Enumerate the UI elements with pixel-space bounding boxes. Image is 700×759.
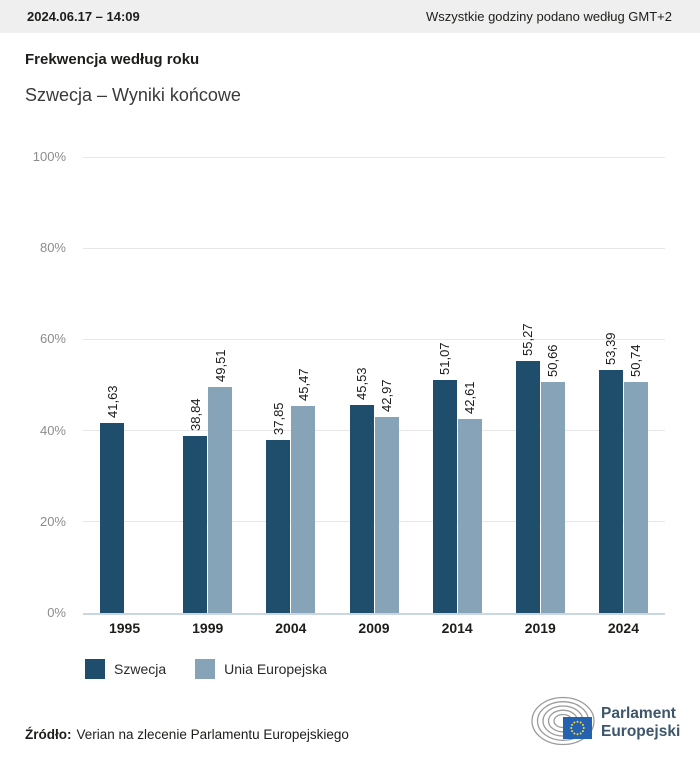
bar-szwecja-2009[interactable] xyxy=(349,405,374,613)
bar-value-text: 37,85 xyxy=(270,402,286,436)
y-axis-tick-20: 20% xyxy=(39,513,66,529)
logo-text-line1: Parlament xyxy=(601,705,676,722)
legend-swatch-unia-europejska xyxy=(195,659,216,679)
y-axis-tick-100: 100% xyxy=(32,149,66,164)
bar-szwecja-2024[interactable] xyxy=(598,369,623,613)
bar-unia-europejska-2024[interactable] xyxy=(623,381,648,613)
bar-unia-europejska-1999[interactable] xyxy=(208,387,233,613)
legend-item-unia-europejska: Unia Europejska xyxy=(195,659,327,679)
bar-value-unia-europejska-2019: 50,66 xyxy=(541,344,565,377)
bar-value-text: 55,27 xyxy=(520,323,536,356)
legend-item-szwecja: Szwecja xyxy=(85,659,166,679)
bar-value-szwecja-1995: 41,63 xyxy=(100,386,124,419)
timezone-note: Wszystkie godziny podano według GMT+2 xyxy=(425,9,672,24)
y-axis-tick-40: 40% xyxy=(39,422,66,438)
bar-value-unia-europejska-2009: 42,97 xyxy=(375,380,399,413)
x-axis-label-2009: 2009 xyxy=(358,620,390,636)
bar-value-unia-europejska-2014: 42,61 xyxy=(458,381,482,414)
bar-value-text: 41,63 xyxy=(104,385,120,419)
report-timestamp: 2024.06.17 – 14:09 xyxy=(27,9,140,24)
bar-value-szwecja-2014: 51,07 xyxy=(433,343,457,376)
bar-value-szwecja-2019: 55,27 xyxy=(516,323,540,356)
bar-value-text: 45,47 xyxy=(295,368,311,401)
gridline-60 xyxy=(83,338,665,340)
legend-label-szwecja: Szwecja xyxy=(114,661,167,677)
x-axis-label-2004: 2004 xyxy=(275,620,307,636)
european-parliament-logo: Parlament Europejski xyxy=(531,696,680,746)
bar-value-text: 38,84 xyxy=(187,398,203,431)
bar-szwecja-1995[interactable] xyxy=(100,423,125,613)
bar-value-szwecja-2009: 45,53 xyxy=(350,368,374,401)
x-axis-line xyxy=(83,613,665,615)
gridline-40 xyxy=(83,430,665,432)
bar-szwecja-2019[interactable] xyxy=(515,360,540,613)
page-title: Frekwencja według roku xyxy=(25,51,200,68)
x-axis-label-2019: 2019 xyxy=(524,620,556,636)
x-axis-label-1995: 1995 xyxy=(108,620,141,636)
eu-flag-stars xyxy=(570,720,585,736)
bar-value-text: 50,66 xyxy=(545,344,561,377)
header-bar: 2024.06.17 – 14:09 Wszystkie godziny pod… xyxy=(0,0,700,33)
logo-text-line2: Europejski xyxy=(601,723,680,740)
bar-value-text: 42,97 xyxy=(379,379,394,413)
eu-flag-icon xyxy=(563,717,592,739)
bar-value-text: 42,61 xyxy=(462,381,478,414)
bar-value-unia-europejska-2024: 50,74 xyxy=(624,344,648,377)
x-axis-label-1999: 1999 xyxy=(192,620,224,636)
x-axis-label-2024: 2024 xyxy=(607,620,639,636)
bar-unia-europejska-2009[interactable] xyxy=(374,417,399,613)
chart-legend: Szwecja Unia Europejska xyxy=(85,659,327,679)
bar-szwecja-2014[interactable] xyxy=(432,380,457,613)
bar-value-unia-europejska-1999: 49,51 xyxy=(208,350,232,383)
bar-value-szwecja-1999: 38,84 xyxy=(183,398,207,431)
bar-value-szwecja-2004: 37,85 xyxy=(266,403,290,436)
gridline-100 xyxy=(83,156,665,158)
y-axis-tick-0: 0% xyxy=(47,605,66,620)
bar-unia-europejska-2019[interactable] xyxy=(540,381,565,613)
bar-value-text: 49,51 xyxy=(212,349,228,383)
bar-unia-europejska-2004[interactable] xyxy=(291,405,316,613)
bar-szwecja-2004[interactable] xyxy=(266,440,291,613)
legend-swatch-szwecja xyxy=(85,659,105,679)
y-axis-tick-80: 80% xyxy=(39,240,66,256)
source-line: Źródło: Verian na zlecenie Parlamentu Eur… xyxy=(25,727,349,742)
legend-label-unia-europejska: Unia Europejska xyxy=(224,661,327,677)
bar-value-text: 45,53 xyxy=(354,367,369,401)
source-text: Verian na zlecenie Parlamentu Europejski… xyxy=(76,727,349,742)
page-subtitle: Szwecja – Wyniki końcowe xyxy=(25,85,241,105)
bar-szwecja-1999[interactable] xyxy=(183,435,208,613)
source-label: Źródło: xyxy=(25,727,72,742)
gridline-80 xyxy=(83,247,665,249)
bar-value-unia-europejska-2004: 45,47 xyxy=(291,368,315,401)
bar-value-text: 50,74 xyxy=(628,344,644,377)
bar-value-text: 53,39 xyxy=(603,331,619,365)
bar-unia-europejska-2014[interactable] xyxy=(457,418,482,613)
y-axis-tick-60: 60% xyxy=(39,331,66,347)
bar-value-text: 51,07 xyxy=(437,342,453,376)
x-axis-label-2014: 2014 xyxy=(441,620,473,636)
bar-value-szwecja-2024: 53,39 xyxy=(599,332,623,365)
gridline-20 xyxy=(83,521,665,523)
